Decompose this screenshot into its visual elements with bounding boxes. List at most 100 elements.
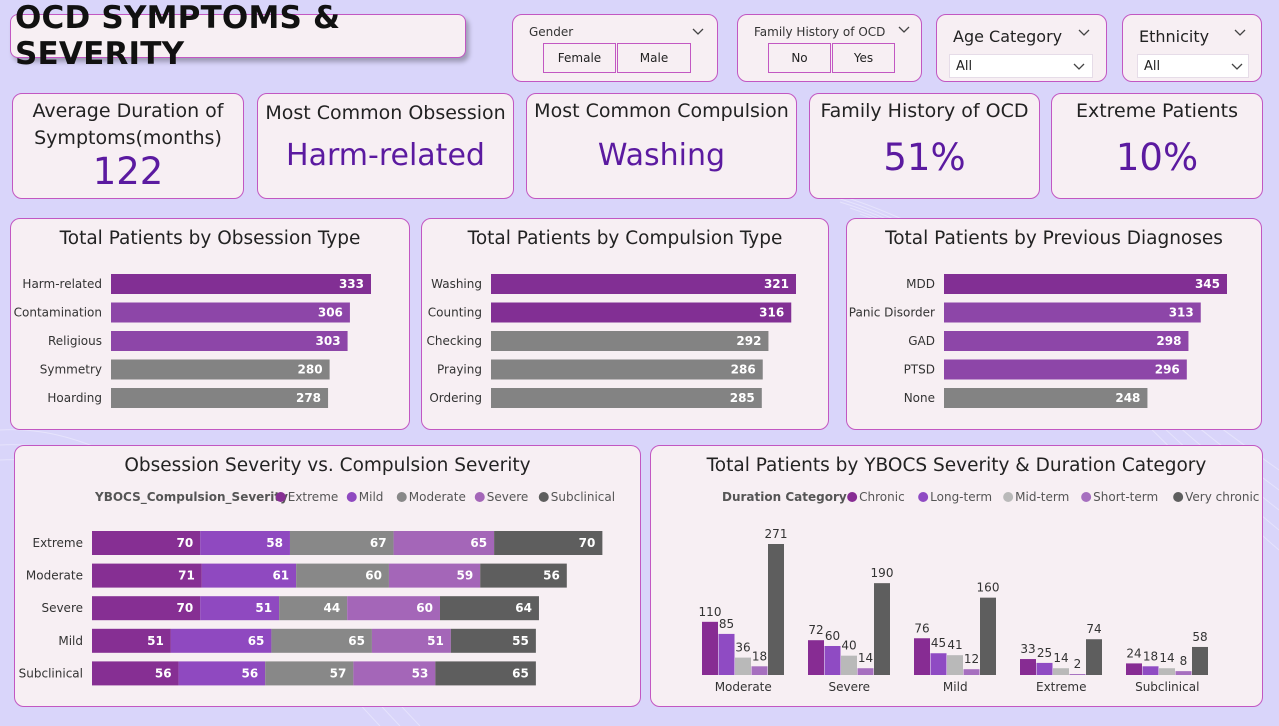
segment-value-label: 53 xyxy=(412,666,429,680)
column-value-label: 76 xyxy=(914,621,929,635)
stacked-segment xyxy=(439,596,539,621)
bar xyxy=(111,302,350,323)
bar xyxy=(944,274,1227,294)
chart-compulsion-type-title: Total Patients by Compulsion Type xyxy=(467,228,783,249)
bar xyxy=(491,274,796,294)
bar xyxy=(111,359,330,380)
family-history-option-yes[interactable]: Yes xyxy=(832,43,895,73)
column-value-label: 160 xyxy=(977,581,1000,595)
kpi-average-duration-title-line1: Average Duration of xyxy=(32,100,224,122)
dashboard-title: OCD SYMPTOMS & SEVERITY xyxy=(10,0,466,72)
category-label: Extreme xyxy=(1036,680,1087,694)
column-value-label: 74 xyxy=(1086,622,1101,636)
stacked-segment xyxy=(265,661,354,686)
segment-value-label: 51 xyxy=(147,634,164,648)
stacked-segment xyxy=(393,531,495,555)
segment-value-label: 71 xyxy=(178,569,195,583)
stacked-segment xyxy=(353,661,436,686)
column-value-label: 14 xyxy=(1053,651,1068,665)
category-label: Panic Disorder xyxy=(849,306,935,320)
family-history-slicer: Family History of OCD No Yes xyxy=(737,14,922,82)
column-value-label: 18 xyxy=(752,649,767,663)
chart-ybocs-duration-title: Total Patients by YBOCS Severity & Durat… xyxy=(706,455,1207,476)
column-value-label: 58 xyxy=(1192,630,1207,644)
family-history-option-no[interactable]: No xyxy=(768,43,831,73)
gender-option-female[interactable]: Female xyxy=(543,43,616,73)
segment-value-label: 60 xyxy=(416,601,433,615)
legend-item: Mid-term xyxy=(1015,490,1069,504)
stacked-segment xyxy=(450,628,536,653)
bar-value-label: 345 xyxy=(1195,277,1220,291)
bar xyxy=(111,331,348,351)
gender-option-male[interactable]: Male xyxy=(617,43,691,73)
category-label: Praying xyxy=(437,363,482,377)
stacked-segment xyxy=(347,596,440,621)
column xyxy=(718,633,735,675)
stacked-segment xyxy=(271,628,372,653)
column xyxy=(1020,659,1036,675)
kpi-extreme-patients-title: Extreme Patients xyxy=(1075,100,1239,122)
category-label: Severe xyxy=(828,680,870,694)
bar xyxy=(944,331,1189,351)
age-category-dropdown[interactable]: All xyxy=(949,54,1093,78)
column xyxy=(735,657,751,675)
stacked-segment xyxy=(480,563,567,588)
category-label: Ordering xyxy=(429,391,482,405)
category-label: Mild xyxy=(943,680,968,694)
column xyxy=(808,640,824,675)
legend-item: Mild xyxy=(359,490,384,504)
column xyxy=(1126,663,1142,675)
column-value-label: 271 xyxy=(765,527,788,541)
bar-value-label: 286 xyxy=(731,363,756,377)
legend-title: Duration Category xyxy=(722,490,847,504)
segment-value-label: 64 xyxy=(515,601,532,615)
kpi-family-history-title: Family History of OCD xyxy=(820,100,1029,122)
category-label: Harm-related xyxy=(22,277,102,291)
category-label: Extreme xyxy=(32,536,83,550)
chart-ybocs-duration-plot: Duration Category Chronic Long-term Mid-ter… xyxy=(699,490,1260,694)
segment-value-label: 70 xyxy=(177,536,194,550)
stacked-segment xyxy=(92,596,201,621)
category-label: Mild xyxy=(58,634,83,648)
chevron-down-icon[interactable] xyxy=(691,27,705,37)
category-label: Subclinical xyxy=(1135,680,1199,694)
column xyxy=(930,653,947,675)
column-value-label: 14 xyxy=(1159,651,1174,665)
bar xyxy=(491,359,763,380)
stacked-segment xyxy=(289,531,394,555)
category-label: Religious xyxy=(48,334,102,348)
column-value-label: 72 xyxy=(808,623,823,637)
legend-item: Subclinical xyxy=(551,490,615,504)
kpi-common-compulsion: Most Common Compulsion Washing xyxy=(526,93,797,199)
chevron-down-icon[interactable] xyxy=(897,25,911,35)
bar-value-label: 306 xyxy=(318,306,343,320)
kpi-common-obsession: Most Common Obsession Harm-related xyxy=(257,93,514,199)
chevron-down-icon[interactable] xyxy=(1077,28,1091,38)
bar xyxy=(491,331,769,351)
chart-ybocs-duration: Total Patients by YBOCS Severity & Durat… xyxy=(650,445,1263,707)
legend-marker xyxy=(474,492,485,502)
stacked-segment xyxy=(92,628,171,653)
category-label: MDD xyxy=(906,277,935,291)
segment-value-label: 56 xyxy=(155,666,172,680)
chart-previous-diagnoses-plot: MDD 345 Panic Disorder 313 GAD 298 PTSD 296 None… xyxy=(849,274,1227,408)
column xyxy=(824,645,841,675)
age-category-value: All xyxy=(956,58,973,74)
legend-item: Long-term xyxy=(930,490,992,504)
segment-value-label: 59 xyxy=(456,569,473,583)
kpi-common-compulsion-value: Washing xyxy=(597,138,726,173)
stacked-segment xyxy=(170,628,272,653)
chart-severity-stacked: Obsession Severity vs. Compulsion Severi… xyxy=(14,445,641,707)
chevron-down-icon[interactable] xyxy=(1233,28,1247,38)
stacked-segment xyxy=(388,563,481,588)
column xyxy=(751,666,768,675)
ethnicity-dropdown[interactable]: All xyxy=(1137,54,1249,78)
bar-value-label: 278 xyxy=(296,391,321,405)
column-value-label: 33 xyxy=(1020,642,1035,656)
legend-marker xyxy=(1003,492,1014,502)
legend-item: Moderate xyxy=(409,490,466,504)
column xyxy=(914,638,930,675)
category-label: Subclinical xyxy=(19,666,83,680)
chart-compulsion-type: Total Patients by Compulsion Type Washin… xyxy=(421,218,829,430)
legend-item: Chronic xyxy=(859,490,905,504)
